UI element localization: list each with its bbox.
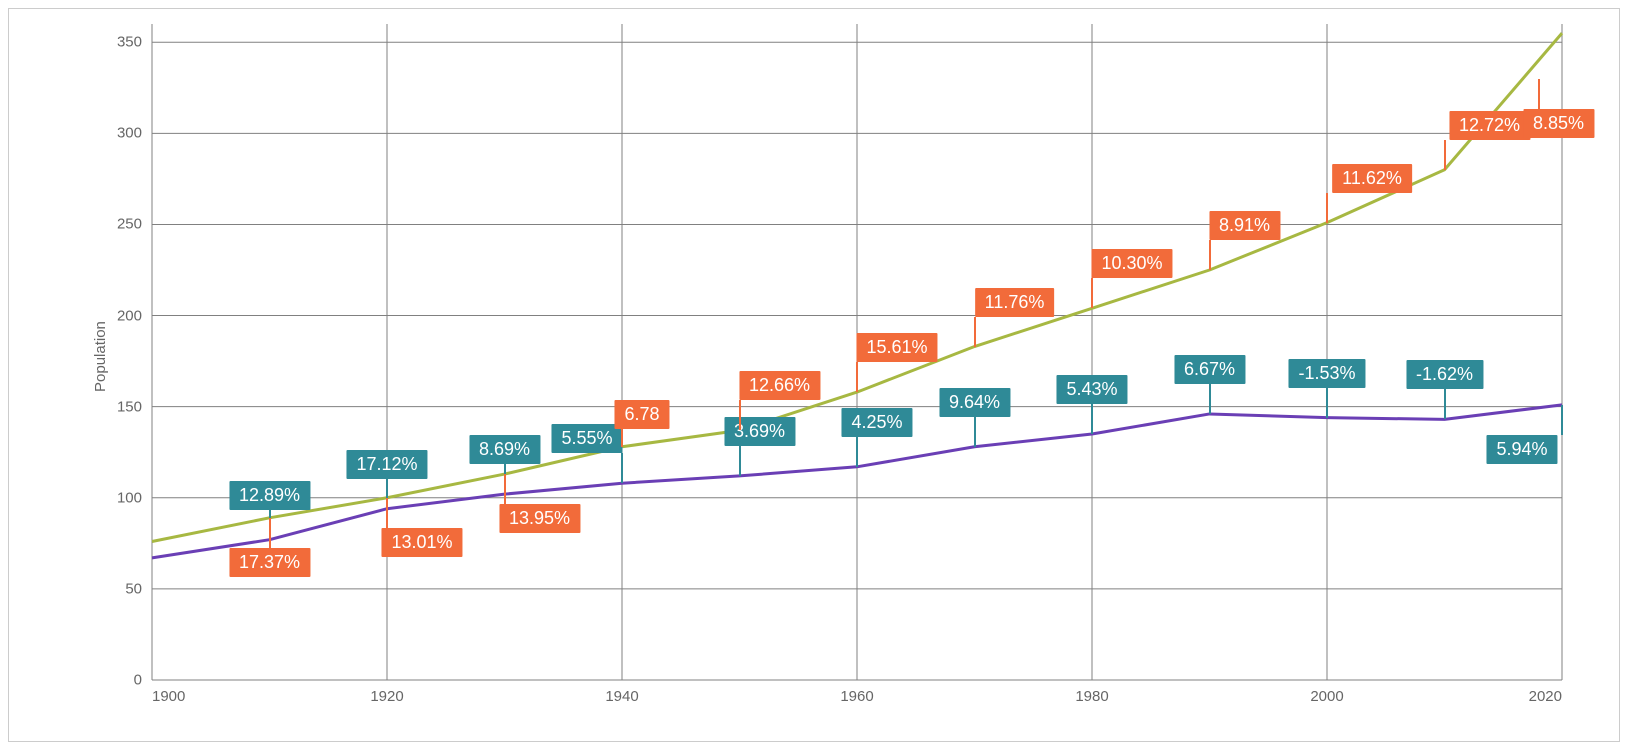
series-b-label: 9.64% [939, 388, 1010, 417]
series-b-label: 17.12% [346, 450, 427, 479]
series-a-connector [621, 429, 623, 447]
series-a-label: 13.95% [499, 504, 580, 533]
x-tick-label: 1940 [605, 688, 638, 705]
series-a-connector [1091, 278, 1093, 308]
series-b-label: 6.67% [1174, 355, 1245, 384]
series-a-connector [856, 362, 858, 392]
series-b-label: 12.89% [229, 481, 310, 510]
y-tick-label: 150 [117, 398, 142, 415]
series-a-label: 11.62% [1332, 164, 1412, 193]
series-b-connector [1444, 389, 1446, 419]
y-tick-label: 200 [117, 307, 142, 324]
series-a-connector [739, 400, 741, 430]
x-tick-label: 1900 [152, 688, 185, 705]
series-a-connector [269, 518, 271, 548]
series-a-connector [504, 474, 506, 504]
series-b-label: 5.55% [551, 424, 622, 453]
series-a-connector [1538, 79, 1540, 109]
series-b-connector [974, 417, 976, 447]
series-a-connector [974, 317, 976, 347]
series-b-label: -1.53% [1288, 359, 1365, 388]
series-a-label: 6.78 [614, 400, 669, 429]
series-b-label: 5.94% [1486, 435, 1557, 464]
series-b-label: 4.25% [841, 408, 912, 437]
series-b-connector [1561, 405, 1563, 435]
y-tick-label: 300 [117, 125, 142, 142]
series-a-label: 10.30% [1091, 249, 1172, 278]
series-b-label: -1.62% [1406, 360, 1483, 389]
y-tick-label: 50 [125, 580, 142, 597]
series-a-connector [1444, 140, 1446, 170]
series-a-connector [1209, 240, 1211, 270]
series-a-label: 11.76% [975, 288, 1055, 317]
series-b-connector [1326, 388, 1328, 418]
y-tick-label: 0 [134, 672, 142, 689]
series-b-label: 8.69% [469, 435, 540, 464]
x-tick-label: 2000 [1310, 688, 1343, 705]
series-a-label: 8.85% [1523, 109, 1594, 138]
series-b-connector [1209, 384, 1211, 414]
x-tick-label: 2020 [1529, 688, 1562, 705]
y-tick-label: 250 [117, 216, 142, 233]
series-a-connector [1326, 193, 1328, 223]
series-a-label: 12.66% [739, 371, 820, 400]
population-line-chart: Population 12.89% 17.12% 8.69% 5.55% 3.69% 4.… [0, 0, 1628, 750]
series-a-label: 12.72% [1449, 111, 1530, 140]
y-tick-label: 350 [117, 34, 142, 51]
series-a-label: 13.01% [381, 528, 462, 557]
series-b-connector [621, 453, 623, 483]
series-b-label: 5.43% [1056, 375, 1127, 404]
series-b-label: 3.69% [724, 417, 795, 446]
series-a-connector [386, 498, 388, 528]
y-axis-title: Population [92, 321, 109, 392]
series-a-label: 17.37% [229, 548, 310, 577]
series-a-label: 15.61% [856, 333, 937, 362]
series-b-connector [739, 446, 741, 476]
y-tick-label: 100 [117, 489, 142, 506]
series-b-connector [1091, 404, 1093, 434]
x-tick-label: 1960 [840, 688, 873, 705]
x-tick-label: 1920 [370, 688, 403, 705]
series-b-connector [856, 437, 858, 467]
x-tick-label: 1980 [1075, 688, 1108, 705]
series-a-label: 8.91% [1209, 211, 1280, 240]
